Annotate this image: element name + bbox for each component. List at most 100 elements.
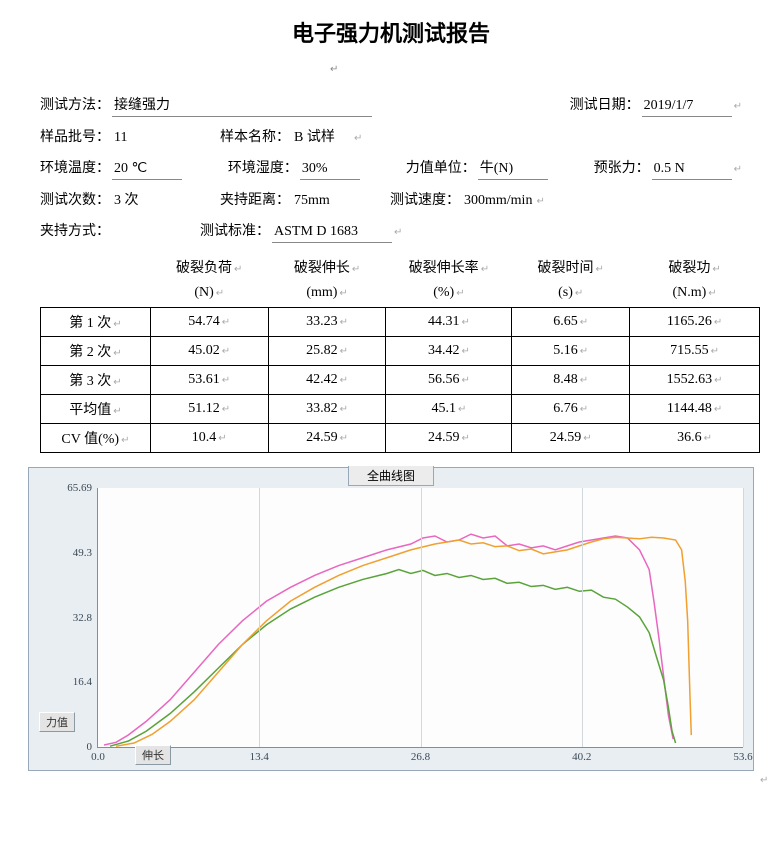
batch-label: 样品批号： xyxy=(40,127,110,148)
table-cell: 33.82↵ xyxy=(268,395,386,424)
date-label: 测试日期： xyxy=(570,95,640,116)
table-unit: (N.m)↵ xyxy=(630,281,760,308)
table-cell: 44.31↵ xyxy=(386,308,512,337)
table-cell: 8.48↵ xyxy=(512,366,630,395)
table-cell: 24.59↵ xyxy=(512,424,630,453)
temp-value: 20 ℃ xyxy=(112,158,182,180)
pre-value: 0.5 N xyxy=(652,158,732,180)
table-cell: 53.61↵ xyxy=(150,366,268,395)
table-header: 破裂时间↵ xyxy=(512,253,630,281)
chart-plot-area: 0.013.426.840.253.6016.432.849.365.69 xyxy=(97,488,743,748)
method-value: 接缝强力 xyxy=(112,95,372,117)
table-header: 破裂伸长↵ xyxy=(268,253,386,281)
method-label: 测试方法： xyxy=(40,95,110,116)
table-cell: 第 1 次↵ xyxy=(41,308,151,337)
table-cell: 1165.26↵ xyxy=(630,308,760,337)
table-row: CV 值(%)↵10.4↵24.59↵24.59↵24.59↵36.6↵ xyxy=(41,424,760,453)
y-axis-button[interactable]: 力值 xyxy=(39,712,75,732)
table-cell: 45.1↵ xyxy=(386,395,512,424)
chart-series-run1 xyxy=(104,534,673,745)
table-cell: 45.02↵ xyxy=(150,337,268,366)
table-cell: 6.76↵ xyxy=(512,395,630,424)
report-title: 电子强力机测试报告 xyxy=(20,16,762,48)
table-header: 破裂伸长率↵ xyxy=(386,253,512,281)
table-unit xyxy=(41,281,151,308)
table-cell: 33.23↵ xyxy=(268,308,386,337)
speed-label: 测试速度： xyxy=(390,190,460,211)
unit-label: 力值单位： xyxy=(406,158,476,179)
humid-label: 环境湿度： xyxy=(228,158,298,179)
std-value: ASTM D 1683 xyxy=(272,221,392,243)
unit-value: 牛(N) xyxy=(478,158,548,180)
table-cell: 10.4↵ xyxy=(150,424,268,453)
chart-series-run2 xyxy=(110,570,676,747)
speed-value: 300mm/min xyxy=(462,190,534,211)
date-value: 2019/1/7 xyxy=(642,95,732,117)
table-row: 第 1 次↵54.74↵33.23↵44.31↵6.65↵1165.26↵ xyxy=(41,308,760,337)
chart-ytick: 0 xyxy=(87,741,93,753)
table-cell: 第 3 次↵ xyxy=(41,366,151,395)
table-cell: 24.59↵ xyxy=(386,424,512,453)
chart-ytick: 16.4 xyxy=(73,676,92,688)
chart-xtick: 0.0 xyxy=(91,751,105,763)
table-unit: (mm)↵ xyxy=(268,281,386,308)
table-cell: CV 值(%)↵ xyxy=(41,424,151,453)
table-cell: 34.42↵ xyxy=(386,337,512,366)
info-row-4: 测试次数： 3 次 夹持距离： 75mm 测试速度： 300mm/min ↵ xyxy=(40,190,742,211)
pre-label: 预张力： xyxy=(594,158,650,179)
info-row-5: 夹持方式： 测试标准： ASTM D 1683 ↵ xyxy=(40,221,742,243)
table-cell: 24.59↵ xyxy=(268,424,386,453)
table-cell: 1552.63↵ xyxy=(630,366,760,395)
std-label: 测试标准： xyxy=(200,221,270,242)
chart-xtick: 26.8 xyxy=(411,751,430,763)
table-unit: (s)↵ xyxy=(512,281,630,308)
dist-value: 75mm xyxy=(292,190,352,211)
x-axis-button[interactable]: 伸长 xyxy=(135,745,171,765)
chart-xtick: 40.2 xyxy=(572,751,591,763)
chart-xtick: 13.4 xyxy=(250,751,269,763)
count-label: 测试次数： xyxy=(40,190,110,211)
info-block: 测试方法： 接缝强力 测试日期： 2019/1/7 ↵ 样品批号： 11 样本名… xyxy=(40,95,742,243)
table-unit: (N)↵ xyxy=(150,281,268,308)
chart-gridline xyxy=(582,488,583,747)
table-unit: (%)↵ xyxy=(386,281,512,308)
dist-label: 夹持距离： xyxy=(220,190,290,211)
table-cell: 平均值↵ xyxy=(41,395,151,424)
results-table: 破裂负荷↵破裂伸长↵破裂伸长率↵破裂时间↵破裂功↵ (N)↵(mm)↵(%)↵(… xyxy=(40,253,760,453)
table-row: 平均值↵51.12↵33.82↵45.1↵6.76↵1144.48↵ xyxy=(41,395,760,424)
table-header: 破裂负荷↵ xyxy=(150,253,268,281)
table-cell: 5.16↵ xyxy=(512,337,630,366)
name-label: 样本名称： xyxy=(220,127,290,148)
table-body: 第 1 次↵54.74↵33.23↵44.31↵6.65↵1165.26↵第 2… xyxy=(41,308,760,453)
temp-label: 环境温度： xyxy=(40,158,110,179)
table-header-row: 破裂负荷↵破裂伸长↵破裂伸长率↵破裂时间↵破裂功↵ xyxy=(41,253,760,281)
table-cell: 第 2 次↵ xyxy=(41,337,151,366)
table-header: 破裂功↵ xyxy=(630,253,760,281)
table-cell: 6.65↵ xyxy=(512,308,630,337)
chart-gridline xyxy=(259,488,260,747)
chart-series-run3 xyxy=(116,537,691,746)
after-chart-mark: ↵ xyxy=(760,775,762,786)
paragraph-mark: ↵ xyxy=(20,64,762,75)
info-row-2: 样品批号： 11 样本名称： B 试样 ↵ xyxy=(40,127,742,148)
info-row-1: 测试方法： 接缝强力 测试日期： 2019/1/7 ↵ xyxy=(40,95,742,117)
table-cell: 1144.48↵ xyxy=(630,395,760,424)
table-row: 第 2 次↵45.02↵25.82↵34.42↵5.16↵715.55↵ xyxy=(41,337,760,366)
table-cell: 54.74↵ xyxy=(150,308,268,337)
info-row-3: 环境温度： 20 ℃ 环境湿度： 30% 力值单位： 牛(N) 预张力： 0.5… xyxy=(40,158,742,180)
table-cell: 25.82↵ xyxy=(268,337,386,366)
chart-gridline xyxy=(743,488,744,747)
clamp-label: 夹持方式： xyxy=(40,221,110,242)
table-row: 第 3 次↵53.61↵42.42↵56.56↵8.48↵1552.63↵ xyxy=(41,366,760,395)
table-cell: 56.56↵ xyxy=(386,366,512,395)
count-value: 3 次 xyxy=(112,190,172,211)
name-value: B 试样 xyxy=(292,127,352,148)
table-cell: 36.6↵ xyxy=(630,424,760,453)
table-cell: 42.42↵ xyxy=(268,366,386,395)
table-cell: 51.12↵ xyxy=(150,395,268,424)
chart-xtick: 53.6 xyxy=(733,751,752,763)
chart-ytick: 49.3 xyxy=(73,547,92,559)
table-cell: 715.55↵ xyxy=(630,337,760,366)
table-header xyxy=(41,253,151,281)
batch-value: 11 xyxy=(112,127,172,148)
